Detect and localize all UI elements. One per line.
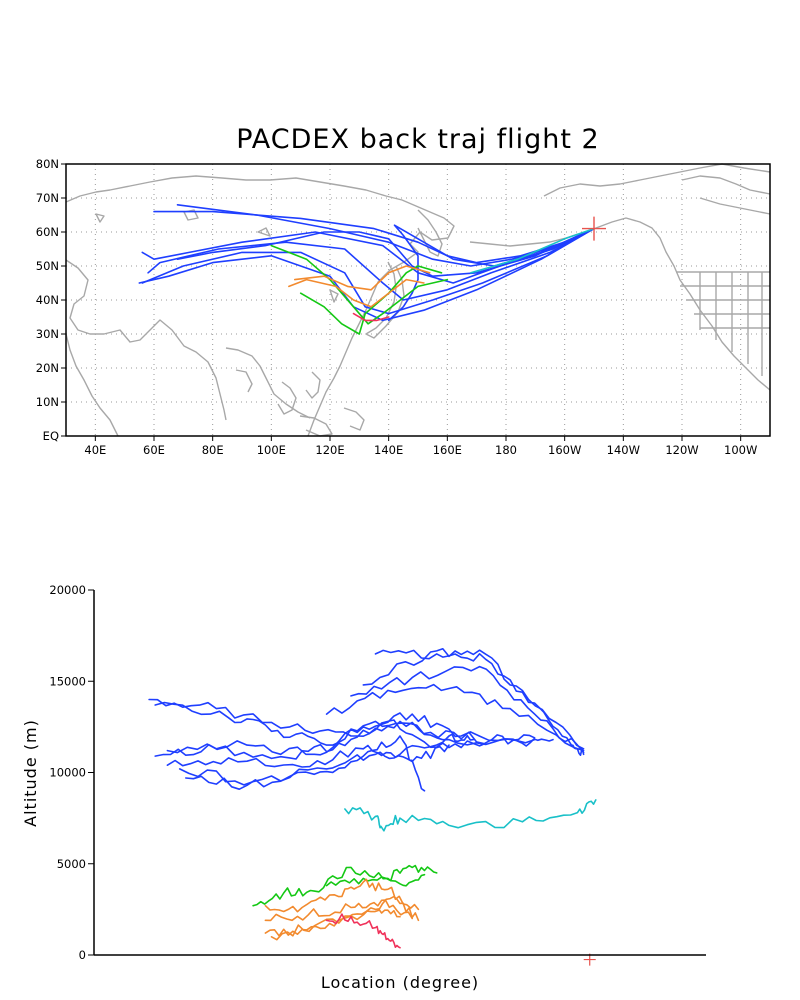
map-x-tick-label: 160W <box>548 443 581 457</box>
altitude-trace-blue <box>154 719 487 760</box>
altitude-trace-blue <box>166 712 536 756</box>
map-x-tick-label: 100E <box>257 443 286 457</box>
altitude-y-tick-label: 5000 <box>57 857 86 871</box>
map-y-tick-label: 20N <box>36 361 59 375</box>
map-y-tick-label: EQ <box>43 429 59 443</box>
map-x-tick-label: 80E <box>202 443 224 457</box>
trajectory-orange <box>288 278 425 308</box>
altitude-trace-blue <box>178 744 450 786</box>
map-y-tick-label: 80N <box>36 157 59 171</box>
trajectory-blue <box>176 227 595 277</box>
map-x-tick-label: 60E <box>143 443 165 457</box>
altitude-trace-green <box>325 873 426 887</box>
trajectory-orange <box>294 265 431 291</box>
map-y-tick-label: 70N <box>36 191 59 205</box>
altitude-trace-orange <box>264 878 420 913</box>
map-y-tick-label: 60N <box>36 225 59 239</box>
altitude-y-tick-label: 15000 <box>49 674 86 688</box>
altitude-trace-blue <box>166 733 475 768</box>
map-longitude-ticks: 40E 60E 80E 100E 120E 140E 160E 180 160W 140W 120W… <box>84 436 757 457</box>
trajectory-map-panel: 40E 60E 80E 100E 120E 140E 160E 180 160W 140W 120W… <box>36 157 771 457</box>
release-point-cross <box>582 216 606 241</box>
release-point-marker <box>582 216 606 241</box>
trajectory-blue <box>176 204 595 267</box>
altitude-y-ticks: 0 5000 10000 15000 20000 <box>49 583 94 962</box>
altitude-trace-blue <box>185 735 426 792</box>
map-y-tick-label: 10N <box>36 395 59 409</box>
map-x-tick-label: 140W <box>607 443 640 457</box>
altitude-trace-blue <box>154 701 536 746</box>
map-y-tick-label: 40N <box>36 293 59 307</box>
altitude-y-axis-label: Altitude (m) <box>21 719 40 827</box>
map-x-tick-label: 120E <box>315 443 344 457</box>
map-y-tick-label: 50N <box>36 259 59 273</box>
altitude-trace-orange <box>264 899 413 922</box>
trajectory-green <box>270 244 449 325</box>
altitude-lines <box>148 648 597 949</box>
map-x-tick-label: 180 <box>495 443 517 457</box>
altitude-trace-green <box>252 864 438 907</box>
altitude-y-tick-label: 10000 <box>49 766 86 780</box>
altitude-x-axis-label: Location (degree) <box>321 973 479 992</box>
map-y-tick-label: 30N <box>36 327 59 341</box>
altitude-trace-cyan <box>344 799 597 832</box>
map-x-tick-label: 160E <box>433 443 462 457</box>
map-gridlines <box>66 163 770 437</box>
trajectory-red <box>352 312 390 322</box>
map-latitude-ticks: EQ 10N 20N 30N 40N 50N 60N 70N 80N <box>36 157 66 443</box>
altitude-trace-blue <box>362 648 585 750</box>
altitude-y-tick-label: 20000 <box>49 583 86 597</box>
altitude-trace-orange <box>270 895 420 941</box>
map-x-tick-label: 40E <box>84 443 106 457</box>
map-x-tick-label: 140E <box>374 443 403 457</box>
trajectory-blue <box>141 227 595 315</box>
map-x-tick-label: 100W <box>724 443 757 457</box>
trajectory-cyan <box>470 227 595 274</box>
map-x-tick-label: 120W <box>665 443 698 457</box>
altitude-trace-blue <box>350 665 585 754</box>
altitude-y-tick-label: 0 <box>79 948 86 962</box>
altitude-trace-red <box>325 913 401 949</box>
altitude-profile-panel: 0 5000 10000 15000 20000 Location (degree) A… <box>21 583 706 992</box>
map-coastlines <box>65 163 771 437</box>
map-title: PACDEX back traj flight 2 <box>236 124 600 155</box>
altitude-trace-blue <box>325 683 585 752</box>
trajectory-lines <box>138 204 595 335</box>
trajectory-blue <box>147 227 595 301</box>
